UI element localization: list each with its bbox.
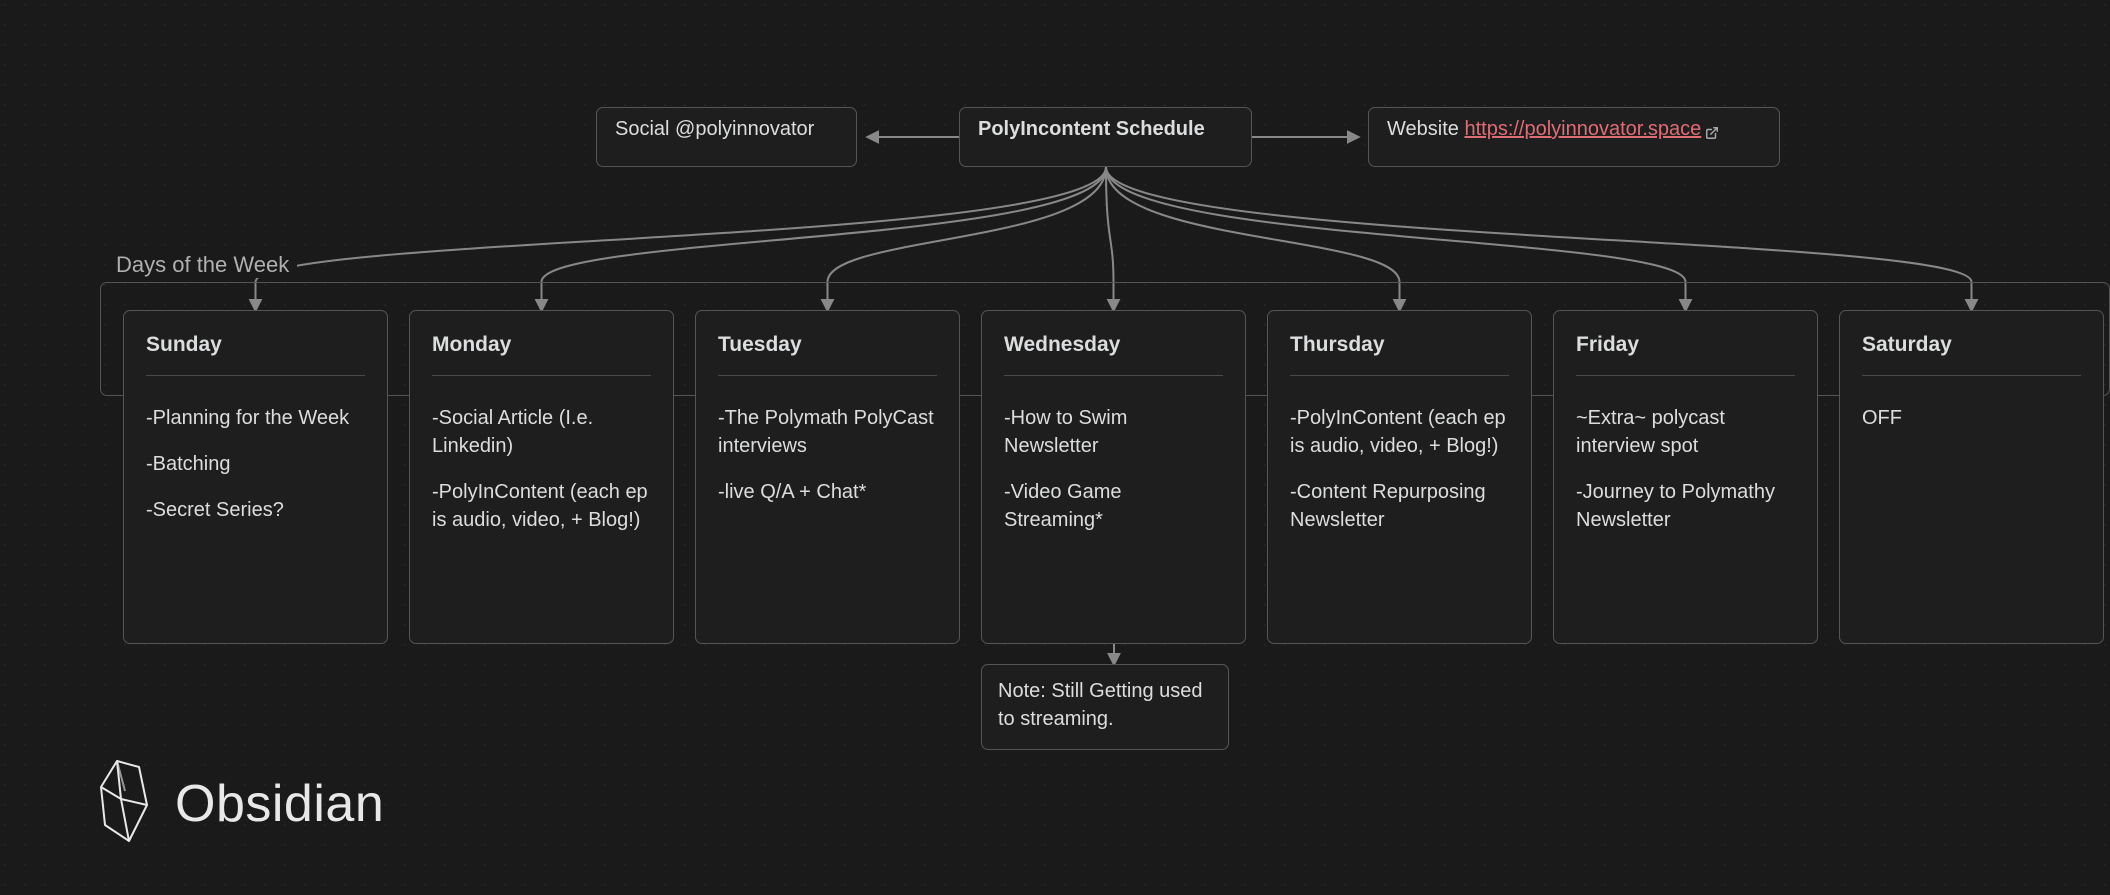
node-social: Social @polyinnovator [596,107,857,167]
node-schedule-label: PolyIncontent Schedule [978,118,1205,140]
day-card-saturday: Saturday OFF [1839,310,2104,644]
external-link-icon [1705,123,1719,137]
day-item: -Batching [146,450,365,478]
day-card-wednesday: Wednesday -How to Swim Newsletter -Video G… [981,310,1246,644]
day-body: ~Extra~ polycast interview spot -Journey … [1576,404,1795,534]
day-item: -PolyInContent (each ep is audio, video,… [432,478,651,534]
day-title: Monday [432,333,651,376]
day-title: Wednesday [1004,333,1223,376]
obsidian-icon [95,757,155,850]
day-body: -The Polymath PolyCast interviews -live Q… [718,404,937,506]
website-link[interactable]: https://polyinnovator.space [1464,118,1701,140]
day-card-thursday: Thursday -PolyInContent (each ep is audio… [1267,310,1532,644]
day-item: OFF [1862,404,2081,432]
day-body: -How to Swim Newsletter -Video Game Strea… [1004,404,1223,534]
day-item: -How to Swim Newsletter [1004,404,1223,460]
brand-label: Obsidian [175,774,384,834]
node-social-label: Social @polyinnovator [615,118,814,140]
day-item: -live Q/A + Chat* [718,478,937,506]
day-title: Tuesday [718,333,937,376]
day-item: -Secret Series? [146,496,365,524]
days-group-label: Days of the Week [108,252,297,278]
day-item: -Planning for the Week [146,404,365,432]
day-body: OFF [1862,404,2081,432]
day-title: Thursday [1290,333,1509,376]
note-box: Note: Still Getting used to streaming. [981,664,1229,750]
day-item: -Video Game Streaming* [1004,478,1223,534]
day-body: -Social Article (I.e. Linkedin) -PolyInCo… [432,404,651,534]
day-card-friday: Friday ~Extra~ polycast interview spot -Jo… [1553,310,1818,644]
day-card-monday: Monday -Social Article (I.e. Linkedin) -Po… [409,310,674,644]
day-body: -PolyInContent (each ep is audio, video,… [1290,404,1509,534]
day-title: Friday [1576,333,1795,376]
node-schedule-root: PolyIncontent Schedule [959,107,1252,167]
brand: Obsidian [95,757,384,850]
note-text: Note: Still Getting used to streaming. [998,680,1203,730]
day-body: -Planning for the Week -Batching -Secret S… [146,404,365,524]
day-card-sunday: Sunday -Planning for the Week -Batching -Se… [123,310,388,644]
day-card-tuesday: Tuesday -The Polymath PolyCast interviews… [695,310,960,644]
website-prefix: Website [1387,118,1464,140]
day-title: Sunday [146,333,365,376]
day-item: -The Polymath PolyCast interviews [718,404,937,460]
day-title: Saturday [1862,333,2081,376]
day-item: -Content Repurposing Newsletter [1290,478,1509,534]
day-item: -PolyInContent (each ep is audio, video,… [1290,404,1509,460]
node-website: Website https://polyinnovator.space [1368,107,1780,167]
day-item: -Journey to Polymathy Newsletter [1576,478,1795,534]
day-item: ~Extra~ polycast interview spot [1576,404,1795,460]
day-item: -Social Article (I.e. Linkedin) [432,404,651,460]
